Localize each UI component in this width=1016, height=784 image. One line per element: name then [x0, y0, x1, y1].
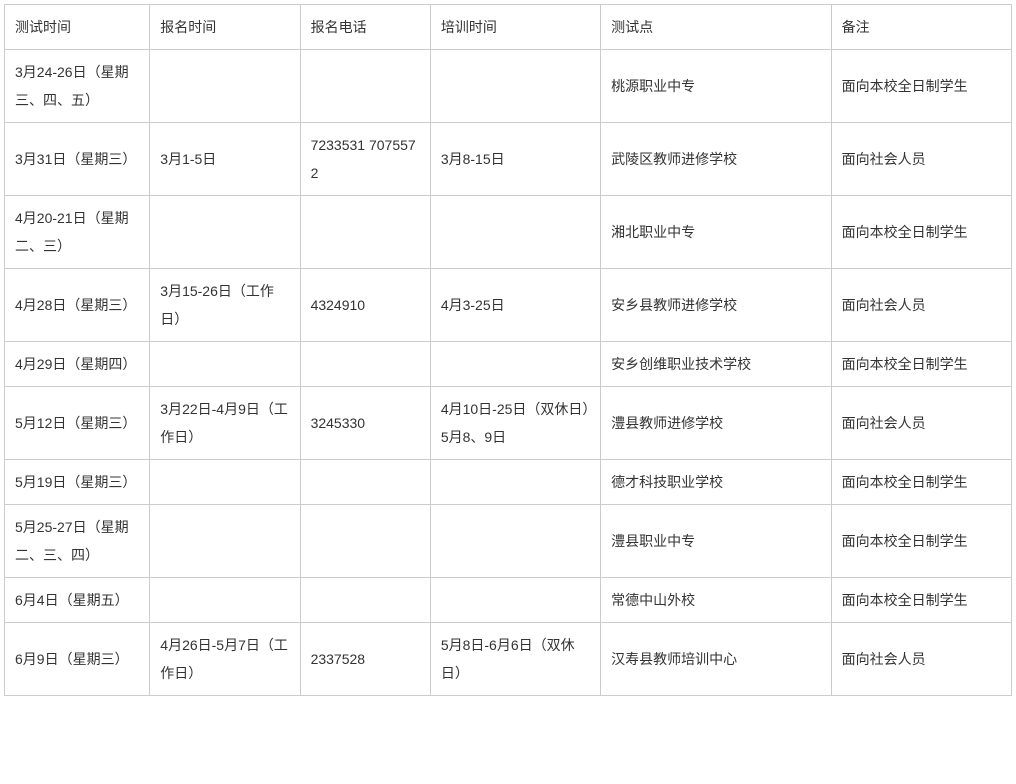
table-header: 测试时间 报名时间 报名电话 培训时间 测试点 备注: [5, 5, 1012, 50]
table-cell: 4月29日（星期四）: [5, 342, 150, 387]
table-cell: 武陵区教师进修学校: [601, 123, 831, 196]
table-row: 6月9日（星期三）4月26日-5月7日（工作日）23375285月8日-6月6日…: [5, 623, 1012, 696]
table-cell: 7233531 7075572: [300, 123, 430, 196]
table-cell: 面向本校全日制学生: [831, 342, 1011, 387]
table-cell: [430, 196, 600, 269]
table-row: 3月24-26日（星期三、四、五） 桃源职业中专面向本校全日制学生: [5, 50, 1012, 123]
table-cell: [150, 460, 300, 505]
table-cell: 面向社会人员: [831, 387, 1011, 460]
header-training-time: 培训时间: [430, 5, 600, 50]
schedule-table: 测试时间 报名时间 报名电话 培训时间 测试点 备注 3月24-26日（星期三、…: [4, 4, 1012, 696]
table-cell: [300, 342, 430, 387]
table-cell: [150, 505, 300, 578]
table-cell: 3月15-26日（工作日）: [150, 269, 300, 342]
table-cell: 6月4日（星期五）: [5, 578, 150, 623]
table-cell: [430, 505, 600, 578]
table-cell: 3245330: [300, 387, 430, 460]
table-cell: 德才科技职业学校: [601, 460, 831, 505]
table-cell: 面向本校全日制学生: [831, 578, 1011, 623]
table-cell: [430, 342, 600, 387]
table-cell: [300, 505, 430, 578]
table-row: 5月25-27日（星期二、三、四） 澧县职业中专面向本校全日制学生: [5, 505, 1012, 578]
table-cell: 安乡创维职业技术学校: [601, 342, 831, 387]
table-cell: 面向本校全日制学生: [831, 50, 1011, 123]
table-cell: [430, 50, 600, 123]
table-cell: 安乡县教师进修学校: [601, 269, 831, 342]
table-cell: 澧县教师进修学校: [601, 387, 831, 460]
table-row: 5月19日（星期三） 德才科技职业学校面向本校全日制学生: [5, 460, 1012, 505]
table-row: 5月12日（星期三）3月22日-4月9日（工作日）32453304月10日-25…: [5, 387, 1012, 460]
table-cell: [150, 342, 300, 387]
table-cell: 桃源职业中专: [601, 50, 831, 123]
table-cell: 面向本校全日制学生: [831, 505, 1011, 578]
table-cell: 面向社会人员: [831, 123, 1011, 196]
header-remarks: 备注: [831, 5, 1011, 50]
table-row: 3月31日（星期三）3月1-5日7233531 70755723月8-15日武陵…: [5, 123, 1012, 196]
table-cell: 面向本校全日制学生: [831, 196, 1011, 269]
table-cell: 5月25-27日（星期二、三、四）: [5, 505, 150, 578]
table-cell: [300, 460, 430, 505]
table-cell: [150, 578, 300, 623]
table-cell: 2337528: [300, 623, 430, 696]
table-cell: 4月3-25日: [430, 269, 600, 342]
table-cell: [300, 196, 430, 269]
table-cell: 澧县职业中专: [601, 505, 831, 578]
header-test-time: 测试时间: [5, 5, 150, 50]
table-cell: [300, 50, 430, 123]
table-cell: 汉寿县教师培训中心: [601, 623, 831, 696]
table-cell: [150, 196, 300, 269]
table-cell: 面向本校全日制学生: [831, 460, 1011, 505]
table-cell: 4324910: [300, 269, 430, 342]
table-cell: [430, 460, 600, 505]
table-cell: 3月24-26日（星期三、四、五）: [5, 50, 150, 123]
table-cell: 4月28日（星期三）: [5, 269, 150, 342]
table-cell: 3月22日-4月9日（工作日）: [150, 387, 300, 460]
table-cell: [150, 50, 300, 123]
header-test-location: 测试点: [601, 5, 831, 50]
table-cell: 3月31日（星期三）: [5, 123, 150, 196]
table-cell: 湘北职业中专: [601, 196, 831, 269]
table-cell: 6月9日（星期三）: [5, 623, 150, 696]
table-cell: 4月20-21日（星期二、三）: [5, 196, 150, 269]
table-cell: [300, 578, 430, 623]
table-row: 4月28日（星期三）3月15-26日（工作日）43249104月3-25日安乡县…: [5, 269, 1012, 342]
table-cell: 5月19日（星期三）: [5, 460, 150, 505]
table-row: 6月4日（星期五） 常德中山外校面向本校全日制学生: [5, 578, 1012, 623]
header-row: 测试时间 报名时间 报名电话 培训时间 测试点 备注: [5, 5, 1012, 50]
table-cell: 5月12日（星期三）: [5, 387, 150, 460]
table-cell: 4月10日-25日（双休日）5月8、9日: [430, 387, 600, 460]
table-body: 3月24-26日（星期三、四、五）桃源职业中专面向本校全日制学生3月31日（星期…: [5, 50, 1012, 696]
table-cell: 面向社会人员: [831, 623, 1011, 696]
table-cell: 3月1-5日: [150, 123, 300, 196]
table-cell: 4月26日-5月7日（工作日）: [150, 623, 300, 696]
table-cell: 面向社会人员: [831, 269, 1011, 342]
header-registration-time: 报名时间: [150, 5, 300, 50]
table-row: 4月20-21日（星期二、三） 湘北职业中专面向本校全日制学生: [5, 196, 1012, 269]
table-cell: 5月8日-6月6日（双休日）: [430, 623, 600, 696]
table-cell: 3月8-15日: [430, 123, 600, 196]
table-cell: [430, 578, 600, 623]
table-row: 4月29日（星期四） 安乡创维职业技术学校面向本校全日制学生: [5, 342, 1012, 387]
header-registration-phone: 报名电话: [300, 5, 430, 50]
table-cell: 常德中山外校: [601, 578, 831, 623]
